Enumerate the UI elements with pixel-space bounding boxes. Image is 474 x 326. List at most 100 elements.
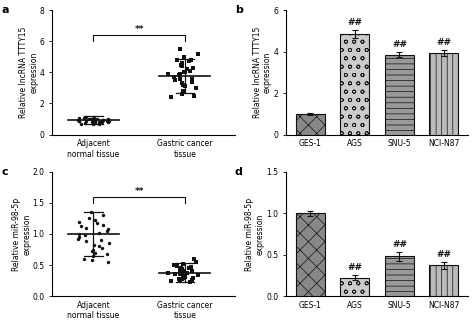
Point [81, 232, 88, 238]
Point [188, 268, 195, 273]
Point [181, 70, 188, 75]
Bar [296, 213, 325, 296]
Text: ##: ## [347, 263, 362, 272]
Point [80, 256, 88, 261]
Point [97, 118, 105, 123]
Point [180, 261, 187, 266]
Point [179, 277, 186, 282]
Point [86, 216, 93, 221]
Point [78, 121, 85, 126]
Point [178, 269, 186, 274]
Text: c: c [1, 167, 8, 177]
Point [82, 115, 90, 120]
Point [194, 273, 202, 278]
Point [104, 259, 112, 265]
Bar [296, 114, 325, 135]
Point [91, 120, 99, 126]
Point [164, 271, 172, 276]
Point [183, 270, 191, 275]
Point [188, 76, 195, 81]
Point [75, 119, 83, 124]
Point [99, 117, 106, 122]
Bar [429, 265, 458, 296]
Point [89, 117, 96, 122]
Point [97, 238, 105, 243]
Text: ##: ## [437, 37, 451, 47]
Point [183, 67, 191, 72]
Point [189, 65, 196, 70]
Point [104, 116, 112, 121]
Text: ##: ## [437, 250, 451, 259]
Point [90, 120, 97, 125]
Point [100, 222, 107, 227]
Point [91, 115, 98, 120]
Point [89, 258, 96, 263]
Point [103, 117, 110, 123]
Point [90, 121, 97, 126]
Point [90, 253, 97, 258]
Point [178, 267, 186, 272]
Point [178, 266, 186, 272]
Text: b: b [235, 5, 243, 15]
Point [181, 269, 188, 274]
Point [164, 71, 172, 77]
Point [78, 224, 85, 229]
Point [91, 243, 98, 248]
Point [182, 70, 189, 75]
Point [76, 219, 83, 224]
Text: ##: ## [392, 240, 407, 249]
Text: d: d [235, 167, 243, 177]
Bar [340, 278, 369, 296]
Point [177, 271, 184, 276]
Point [88, 120, 96, 125]
Point [171, 78, 179, 83]
Point [180, 54, 188, 59]
Point [180, 275, 188, 280]
Point [186, 68, 194, 73]
Point [98, 119, 105, 124]
Point [178, 60, 186, 66]
Bar [340, 34, 369, 135]
Point [82, 239, 90, 244]
Bar [429, 52, 458, 135]
Point [177, 62, 184, 67]
Point [178, 64, 186, 69]
Point [182, 273, 189, 278]
Point [176, 278, 184, 283]
Point [105, 118, 113, 124]
Point [175, 276, 182, 281]
Point [75, 231, 83, 237]
Y-axis label: Relative miR-98-5p
expression: Relative miR-98-5p expression [12, 198, 31, 271]
Y-axis label: Relative miR-98-5p
expression: Relative miR-98-5p expression [245, 198, 264, 271]
Point [88, 249, 96, 254]
Point [88, 116, 95, 122]
Point [185, 59, 193, 64]
Point [185, 265, 193, 270]
Point [190, 93, 197, 98]
Y-axis label: Relative lncRNA TTTY15
expression: Relative lncRNA TTTY15 expression [253, 27, 272, 118]
Point [176, 76, 183, 81]
Point [100, 117, 107, 122]
Point [103, 228, 110, 233]
Y-axis label: Relative lncRNA TTTY15
expression: Relative lncRNA TTTY15 expression [19, 27, 38, 118]
Point [177, 266, 184, 271]
Point [82, 118, 90, 123]
Point [80, 116, 88, 121]
Point [194, 51, 202, 56]
Point [81, 121, 88, 126]
Point [104, 226, 111, 231]
Point [103, 118, 110, 124]
Point [188, 277, 196, 283]
Point [179, 81, 186, 86]
Point [173, 264, 181, 269]
Point [171, 272, 179, 277]
Point [167, 279, 175, 284]
Point [187, 57, 195, 63]
Point [188, 79, 196, 84]
Point [192, 85, 200, 91]
Point [93, 117, 100, 122]
Point [167, 95, 175, 100]
Bar [385, 256, 414, 296]
Point [171, 262, 178, 268]
Point [192, 259, 200, 265]
